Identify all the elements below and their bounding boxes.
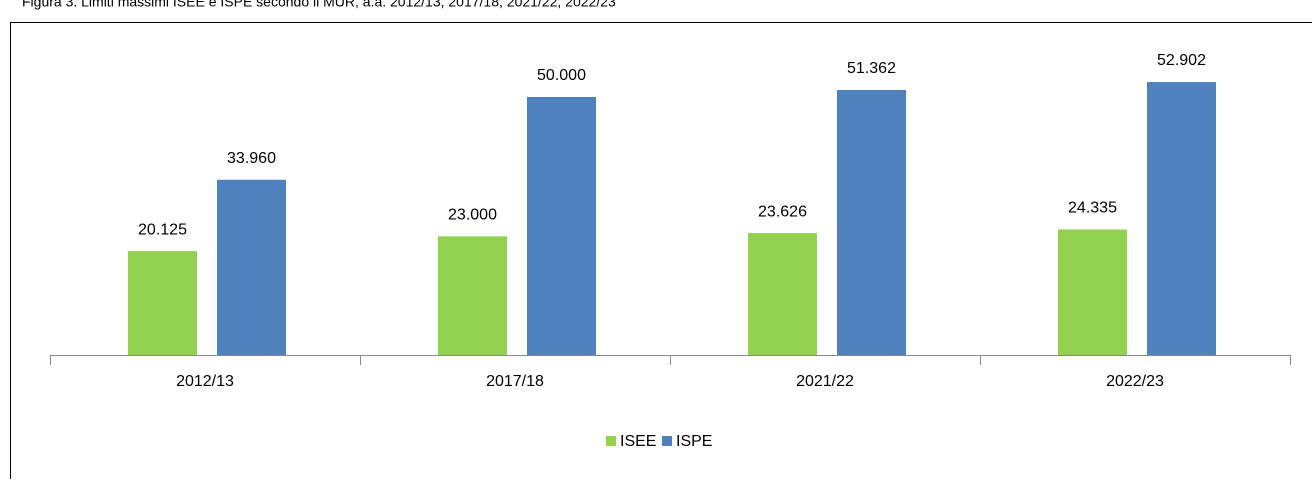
bar — [1058, 229, 1127, 355]
data-label: 51.362 — [847, 60, 896, 77]
legend-label: ISEE — [620, 433, 656, 450]
bar — [438, 236, 507, 355]
bar — [1147, 82, 1216, 355]
data-label: 24.335 — [1068, 200, 1117, 217]
x-tick-label: 2012/13 — [176, 373, 234, 390]
data-label: 50.000 — [537, 67, 586, 84]
data-label: 23.626 — [758, 203, 807, 220]
bar — [128, 251, 197, 355]
x-tick-label: 2017/18 — [486, 373, 544, 390]
legend-swatch — [606, 436, 616, 446]
x-tick-label: 2022/23 — [1106, 373, 1164, 390]
bar — [217, 180, 286, 355]
legend-label: ISPE — [676, 433, 712, 450]
data-label: 20.125 — [138, 221, 187, 238]
chart-title: Figura 3. Limiti massimi ISEE e ISPE sec… — [22, 0, 616, 10]
legend-swatch — [662, 436, 672, 446]
data-label: 23.000 — [448, 207, 497, 224]
x-tick-label: 2021/22 — [796, 373, 854, 390]
data-label: 52.902 — [1157, 52, 1206, 69]
data-label: 33.960 — [227, 150, 276, 167]
bar — [837, 90, 906, 355]
bar — [748, 233, 817, 355]
bar — [527, 97, 596, 355]
